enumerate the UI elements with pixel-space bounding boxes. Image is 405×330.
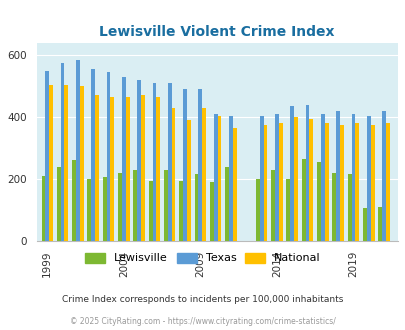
Bar [95,95,99,241]
Bar [335,111,339,241]
Bar [57,167,60,241]
Bar [141,95,145,241]
Bar [41,176,45,241]
Bar [64,85,68,241]
Bar [209,182,213,241]
Bar [370,125,373,241]
Bar [80,86,83,241]
Bar [381,111,385,241]
Bar [122,77,126,241]
Bar [354,123,358,241]
Bar [213,114,217,241]
Bar [290,106,294,241]
Bar [332,173,335,241]
Bar [167,83,171,241]
Text: © 2025 CityRating.com - https://www.cityrating.com/crime-statistics/: © 2025 CityRating.com - https://www.city… [70,317,335,326]
Bar [179,181,183,241]
Bar [305,105,309,241]
Bar [76,60,80,241]
Bar [263,125,267,241]
Text: Crime Index corresponds to incidents per 100,000 inhabitants: Crime Index corresponds to incidents per… [62,295,343,304]
Bar [255,179,259,241]
Bar [259,115,263,241]
Bar [87,179,91,241]
Bar [152,83,156,241]
Bar [339,125,343,241]
Bar [148,181,152,241]
Bar [286,179,290,241]
Bar [110,97,114,241]
Bar [271,170,274,241]
Bar [126,97,129,241]
Bar [362,209,366,241]
Bar [187,120,190,241]
Legend: Lewisville, Texas, National: Lewisville, Texas, National [82,249,323,267]
Bar [366,115,370,241]
Bar [228,115,232,241]
Bar [194,174,198,241]
Bar [118,173,122,241]
Bar [171,108,175,241]
Bar [107,72,110,241]
Bar [91,69,95,241]
Title: Lewisville Violent Crime Index: Lewisville Violent Crime Index [99,25,334,39]
Bar [60,63,64,241]
Bar [217,115,221,241]
Bar [309,119,313,241]
Bar [294,117,297,241]
Bar [183,89,187,241]
Bar [324,123,328,241]
Bar [274,114,278,241]
Bar [49,85,53,241]
Bar [102,178,107,241]
Bar [347,174,351,241]
Bar [351,114,354,241]
Bar [320,114,324,241]
Bar [202,108,206,241]
Bar [225,167,228,241]
Bar [156,97,160,241]
Bar [232,128,236,241]
Bar [377,207,381,241]
Bar [72,160,76,241]
Bar [278,123,282,241]
Bar [301,159,305,241]
Bar [137,80,141,241]
Bar [385,123,389,241]
Bar [316,162,320,241]
Bar [133,170,137,241]
Bar [164,170,167,241]
Bar [198,89,202,241]
Bar [45,71,49,241]
